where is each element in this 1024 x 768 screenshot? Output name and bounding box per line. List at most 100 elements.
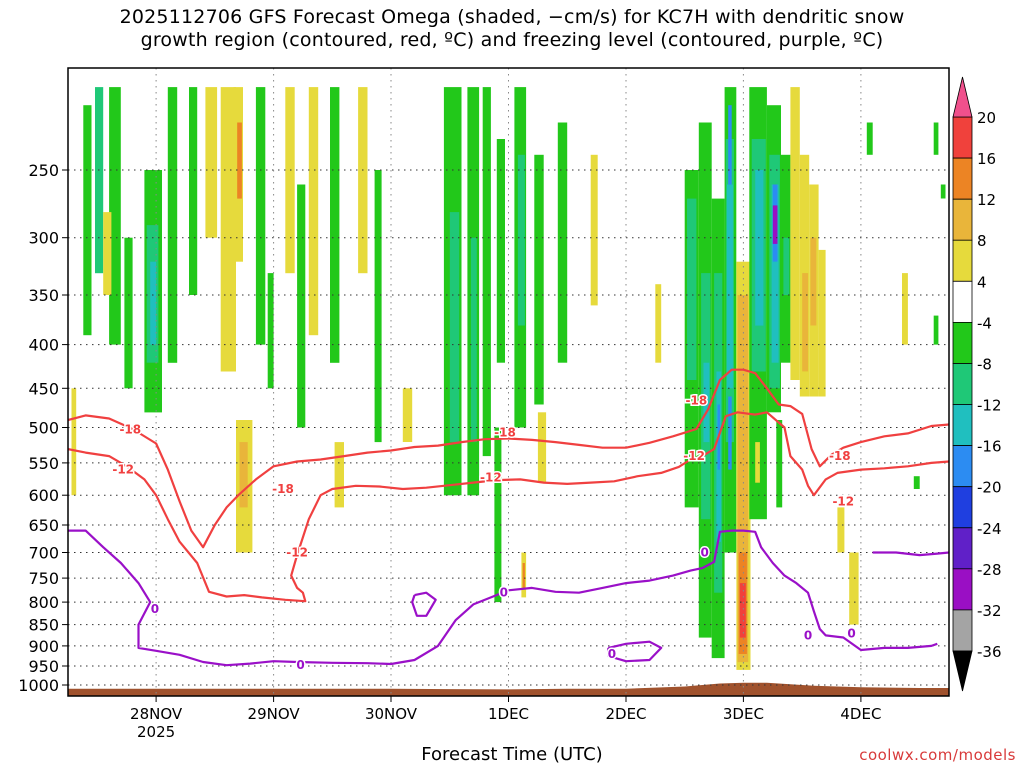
- omega-cell: [239, 442, 248, 508]
- contour-label: 0: [500, 586, 508, 600]
- contour-label: 0: [804, 628, 812, 642]
- omega-cell: [374, 170, 382, 443]
- omega-cell: [534, 154, 544, 405]
- y-tick-label: 300: [28, 229, 59, 248]
- x-tick-label: 2DEC: [605, 705, 646, 723]
- omega-cell: [124, 237, 133, 389]
- omega-cell: [330, 87, 340, 363]
- omega-cell: [590, 154, 598, 306]
- omega-cell: [783, 237, 790, 295]
- colorbar-bin: [952, 486, 973, 529]
- omega-cell: [772, 205, 778, 244]
- omega-cell: [818, 249, 826, 397]
- omega-cell: [913, 476, 920, 489]
- omega-cell: [655, 284, 662, 363]
- colorbar-label: -36: [977, 643, 1002, 661]
- colorbar-bin: [952, 321, 973, 364]
- y-tick-label: 950: [28, 657, 59, 676]
- colorbar-label: 8: [977, 232, 987, 250]
- omega-cell: [810, 237, 817, 326]
- colorbar-label: -12: [977, 397, 1002, 415]
- chart-title-line-1: 2025112706 GFS Forecast Omega (shaded, −…: [119, 6, 905, 28]
- colorbar-bin: [952, 280, 973, 323]
- colorbar-bin: [952, 239, 973, 282]
- x-tick-label: 1DEC: [488, 705, 529, 723]
- x-tick-sublabel: 2025: [137, 723, 175, 741]
- freezing-level-line: [68, 529, 938, 667]
- contour-label: -18: [829, 449, 851, 463]
- contour-layer: [68, 368, 949, 667]
- colorbar-label: -8: [977, 356, 992, 374]
- y-tick-label: 600: [28, 486, 59, 505]
- omega-cell: [496, 139, 505, 363]
- colorbar-bin: [952, 527, 973, 570]
- contour-label: 0: [701, 546, 709, 560]
- contour-label-layer: -18 -12 -18 -12 -18 -12 -18 -12 -18 -12 0 0 0 0 0 0 0: [111, 392, 857, 674]
- omega-cell: [727, 184, 733, 389]
- y-tick-label: 450: [28, 379, 59, 398]
- y-tick-label: 750: [28, 569, 59, 588]
- contour-label: -18: [119, 423, 141, 437]
- colorbar: 20 16 12 8 4 -4 -8 -12 -16 -20 -24 -28 -32 -36: [952, 76, 1002, 692]
- omega-cell: [71, 388, 77, 496]
- terrain-surface: [68, 682, 949, 696]
- omega-cell: [739, 583, 746, 638]
- colorbar-label: -20: [977, 479, 1002, 497]
- y-axis: 250 300 350 400 450 500 550 600 650 700 750 800 850 9…: [18, 161, 68, 695]
- omega-cell: [150, 261, 157, 345]
- omega-cell: [297, 184, 306, 428]
- y-tick-label: 850: [28, 616, 59, 635]
- omega-cell: [837, 507, 845, 553]
- colorbar-label: -4: [977, 314, 992, 332]
- y-tick-label: 1000: [18, 676, 59, 695]
- omega-cell: [849, 552, 859, 625]
- colorbar-bin: [952, 568, 973, 611]
- y-tick-label: 700: [28, 544, 59, 563]
- credit-link[interactable]: coolwx.com/models: [859, 746, 1016, 764]
- omega-cell: [802, 273, 809, 372]
- x-tick-label: 30NOV: [365, 705, 418, 723]
- y-tick-label: 650: [28, 516, 59, 535]
- colorbar-label: 12: [977, 191, 996, 209]
- y-tick-label: 800: [28, 593, 59, 612]
- contour-label: -12: [286, 546, 308, 560]
- colorbar-label: 4: [977, 273, 987, 291]
- x-tick-label: 29NOV: [248, 705, 301, 723]
- y-tick-label: 350: [28, 286, 59, 305]
- x-tick-label: 28NOV: [130, 705, 183, 723]
- omega-cell: [167, 87, 178, 363]
- omega-cell: [449, 212, 460, 443]
- omega-cell: [755, 442, 760, 483]
- y-tick-label: 500: [28, 419, 59, 438]
- omega-cell: [267, 273, 274, 389]
- colorbar-label: -32: [977, 602, 1002, 620]
- x-tick-label: 3DEC: [723, 705, 764, 723]
- omega-cell: [557, 122, 568, 363]
- contour-label: 0: [608, 647, 616, 661]
- colorbar-top-arrow: [952, 76, 973, 118]
- chart-title: 2025112706 GFS Forecast Omega (shaded, −…: [0, 6, 1024, 52]
- omega-cell: [687, 198, 697, 380]
- omega-cell: [103, 212, 112, 295]
- omega-cell: [755, 170, 764, 326]
- colorbar-bin: [952, 404, 973, 446]
- x-tick-label: 4DEC: [840, 705, 881, 723]
- omega-cell: [285, 87, 295, 274]
- omega-cell: [517, 154, 525, 326]
- omega-cell: [494, 427, 502, 603]
- colorbar-bin: [952, 157, 973, 200]
- omega-cell: [470, 237, 477, 443]
- contour-label: 0: [151, 602, 159, 616]
- contour-label: -18: [272, 482, 294, 496]
- omega-cell: [737, 295, 749, 663]
- colorbar-label: 16: [977, 150, 996, 168]
- contour-label: 0: [847, 626, 855, 640]
- omega-cell: [522, 563, 525, 588]
- freezing-level-line: [872, 551, 949, 557]
- omega-cell: [83, 105, 92, 336]
- colorbar-label: -24: [977, 520, 1002, 538]
- omega-cell: [866, 122, 873, 155]
- colorbar-bin: [952, 363, 973, 405]
- freezing-level-line: [607, 640, 663, 663]
